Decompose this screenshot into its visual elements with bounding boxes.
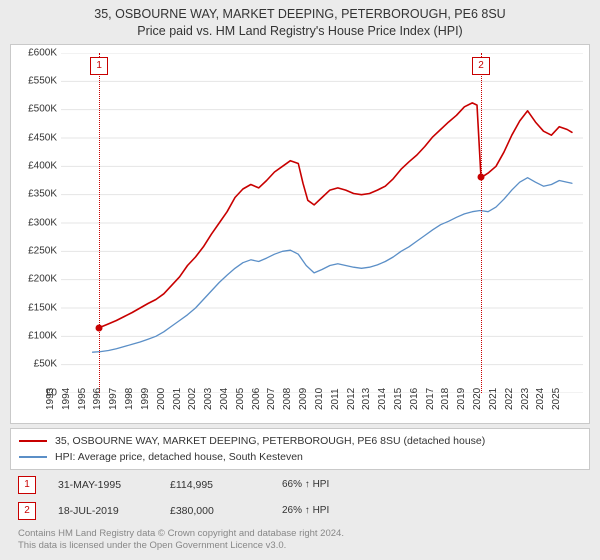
sale-row: 1 31-MAY-1995 £114,995 66% ↑ HPI — [10, 470, 590, 496]
x-tick-label: 2010 — [314, 388, 325, 410]
x-tick-label: 2002 — [187, 388, 198, 410]
sale-marker-badge: 2 — [472, 57, 490, 75]
chart-svg — [61, 53, 583, 393]
x-tick-label: 2003 — [203, 388, 214, 410]
x-tick-label: 2022 — [504, 388, 515, 410]
x-tick-label: 1996 — [92, 388, 103, 410]
x-tick-label: 2001 — [171, 388, 182, 410]
x-tick-label: 2024 — [535, 388, 546, 410]
x-axis: 1993199419951996199719981999200020012002… — [61, 393, 583, 423]
legend-item: HPI: Average price, detached house, Sout… — [19, 449, 581, 465]
x-tick-label: 1993 — [45, 388, 56, 410]
x-tick-label: 1994 — [61, 388, 72, 410]
x-tick-label: 2018 — [440, 388, 451, 410]
legend-swatch — [19, 456, 47, 458]
sale-badge: 2 — [18, 502, 36, 520]
sale-marker-line — [481, 53, 482, 393]
sale-marker-badge: 1 — [90, 57, 108, 75]
x-tick-label: 2000 — [156, 388, 167, 410]
sale-marker-line — [99, 53, 100, 393]
title-line-2: Price paid vs. HM Land Registry's House … — [10, 23, 590, 40]
x-tick-label: 2004 — [219, 388, 230, 410]
x-tick-label: 2015 — [393, 388, 404, 410]
footer-line-1: Contains HM Land Registry data © Crown c… — [18, 528, 582, 540]
title-line-1: 35, OSBOURNE WAY, MARKET DEEPING, PETERB… — [10, 6, 590, 23]
footer-line-2: This data is licensed under the Open Gov… — [18, 540, 582, 552]
y-tick-label: £250K — [28, 246, 57, 257]
x-tick-label: 2014 — [377, 388, 388, 410]
x-tick-label: 2009 — [298, 388, 309, 410]
sale-delta: 26% ↑ HPI — [282, 505, 372, 516]
y-axis: £0£50K£100K£150K£200K£250K£300K£350K£400… — [11, 53, 61, 393]
x-tick-label: 2017 — [425, 388, 436, 410]
y-tick-label: £600K — [28, 47, 57, 58]
x-tick-label: 1997 — [108, 388, 119, 410]
y-tick-label: £400K — [28, 161, 57, 172]
x-tick-label: 2012 — [345, 388, 356, 410]
x-tick-label: 2016 — [409, 388, 420, 410]
legend-swatch — [19, 440, 47, 442]
x-tick-label: 2006 — [251, 388, 262, 410]
y-tick-label: £150K — [28, 302, 57, 313]
x-tick-label: 2008 — [282, 388, 293, 410]
x-tick-label: 2021 — [488, 388, 499, 410]
sale-delta: 66% ↑ HPI — [282, 479, 372, 490]
legend: 35, OSBOURNE WAY, MARKET DEEPING, PETERB… — [10, 428, 590, 470]
x-tick-label: 1998 — [124, 388, 135, 410]
sale-date: 31-MAY-1995 — [58, 479, 148, 491]
sale-badge: 1 — [18, 476, 36, 494]
x-tick-label: 2007 — [266, 388, 277, 410]
sale-row: 2 18-JUL-2019 £380,000 26% ↑ HPI — [10, 496, 590, 522]
footer-attribution: Contains HM Land Registry data © Crown c… — [10, 522, 590, 553]
sale-price: £114,995 — [170, 479, 260, 491]
x-tick-label: 1999 — [140, 388, 151, 410]
x-tick-label: 2019 — [456, 388, 467, 410]
sale-date: 18-JUL-2019 — [58, 505, 148, 517]
y-tick-label: £50K — [34, 359, 57, 370]
y-tick-label: £450K — [28, 132, 57, 143]
x-tick-label: 2020 — [472, 388, 483, 410]
x-tick-label: 2013 — [361, 388, 372, 410]
y-tick-label: £350K — [28, 189, 57, 200]
legend-label: 35, OSBOURNE WAY, MARKET DEEPING, PETERB… — [55, 435, 485, 447]
plot-area: 12 — [61, 53, 583, 393]
legend-label: HPI: Average price, detached house, Sout… — [55, 451, 303, 463]
x-tick-label: 1995 — [77, 388, 88, 410]
sale-marker-point — [96, 324, 103, 331]
x-tick-label: 2005 — [235, 388, 246, 410]
chart-frame: £0£50K£100K£150K£200K£250K£300K£350K£400… — [10, 44, 590, 424]
sale-marker-point — [477, 174, 484, 181]
y-tick-label: £100K — [28, 331, 57, 342]
y-tick-label: £200K — [28, 274, 57, 285]
y-tick-label: £300K — [28, 217, 57, 228]
x-tick-label: 2023 — [519, 388, 530, 410]
x-tick-label: 2025 — [551, 388, 562, 410]
y-tick-label: £550K — [28, 76, 57, 87]
x-tick-label: 2011 — [330, 388, 341, 410]
y-tick-label: £500K — [28, 104, 57, 115]
sale-price: £380,000 — [170, 505, 260, 517]
legend-item: 35, OSBOURNE WAY, MARKET DEEPING, PETERB… — [19, 433, 581, 449]
chart-title: 35, OSBOURNE WAY, MARKET DEEPING, PETERB… — [10, 6, 590, 40]
